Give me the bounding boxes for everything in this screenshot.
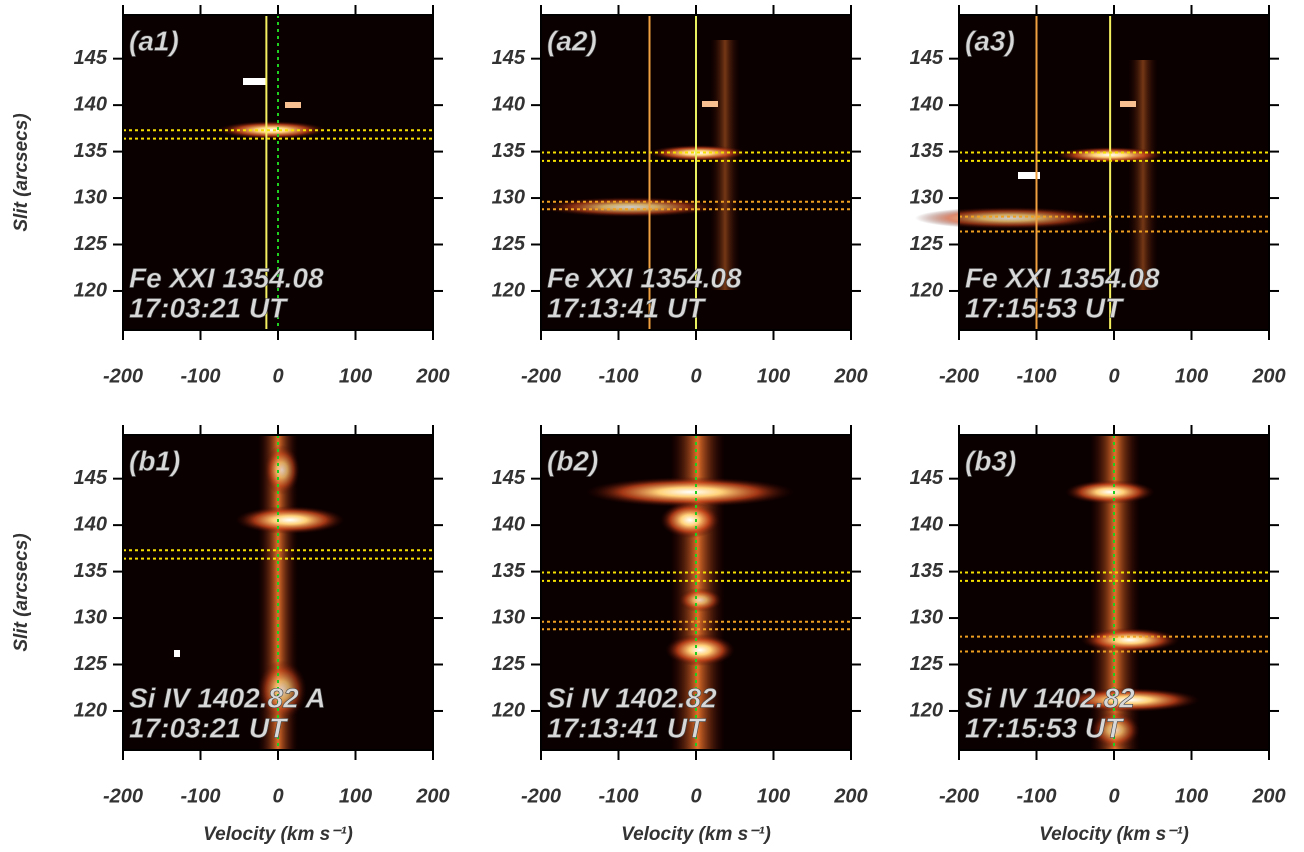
panel-label: (b2) [547,445,598,476]
x-tick-label: 200 [415,785,449,807]
x-tick-label: -200 [103,365,143,387]
y-tick-label: 125 [74,653,108,675]
x-tick-label: -200 [939,785,979,807]
y-tick-label: 130 [910,186,943,208]
x-tick-label: -100 [180,365,220,387]
y-tick-label: 135 [910,140,944,162]
x-tick-label: -200 [103,785,143,807]
y-tick-label: 135 [492,140,526,162]
y-tick-label: 140 [910,93,943,115]
y-tick-label: 120 [74,279,107,301]
x-tick-label: -100 [1016,365,1056,387]
line-label: Si IV 1402.82 [547,682,717,713]
time-label: 17:15:53 UT [965,712,1125,743]
y-tick-label: 130 [74,186,107,208]
y-tick-label: 135 [74,140,108,162]
y-tick-label: 145 [910,47,944,69]
y-tick-label: 125 [492,233,526,255]
x-tick-label: -200 [939,365,979,387]
y-tick-label: 120 [492,279,525,301]
x-tick-label: 100 [1175,785,1208,807]
y-tick-label: 120 [74,699,107,721]
y-tick-label: 140 [492,513,525,535]
y-tick-label: 120 [910,699,943,721]
x-tick-label: -100 [180,785,220,807]
panel-label: (b1) [129,445,180,476]
y-tick-label: 130 [910,606,943,628]
y-tick-label: 145 [74,47,108,69]
x-tick-label: 0 [1108,785,1119,807]
line-label: Si IV 1402.82 [965,682,1135,713]
overlays: -200 -100 0 100 200 120 125 130 135 140 145 (a1) Fe … [11,5,1286,845]
x-tick-label: 200 [833,785,867,807]
y-tick-label: 135 [910,560,944,582]
y-axis-label: Slit (arcsecs) [11,533,32,651]
y-tick-label: 125 [910,653,944,675]
y-tick-label: 130 [492,606,525,628]
x-tick-label: 100 [757,785,790,807]
x-tick-label: 0 [272,785,283,807]
line-label: Si IV 1402.82 A [129,682,326,713]
y-tick-label: 125 [74,233,108,255]
x-axis-label: Velocity (km s⁻¹) [203,824,353,845]
x-tick-label: 100 [1175,365,1208,387]
line-label: Fe XXI 1354.08 [547,262,742,293]
y-tick-label: 130 [492,186,525,208]
x-tick-label: 100 [757,365,790,387]
x-tick-label: 0 [1108,365,1119,387]
time-label: 17:15:53 UT [965,292,1125,323]
x-tick-label: 200 [415,365,449,387]
y-tick-label: 125 [910,233,944,255]
panel-label: (a2) [547,25,597,56]
x-tick-label: -200 [521,365,561,387]
x-tick-label: -100 [1016,785,1056,807]
time-label: 17:13:41 UT [547,292,707,323]
y-tick-label: 140 [492,93,525,115]
y-tick-label: 130 [74,606,107,628]
x-tick-label: 0 [690,365,701,387]
panel-label: (a1) [129,25,179,56]
time-label: 17:13:41 UT [547,712,707,743]
y-tick-label: 145 [492,47,526,69]
x-tick-label: 0 [690,785,701,807]
y-tick-label: 145 [492,467,526,489]
y-axis-label: Slit (arcsecs) [11,113,32,231]
x-tick-label: 200 [1251,365,1285,387]
y-tick-label: 135 [492,560,526,582]
x-tick-label: 0 [272,365,283,387]
x-tick-label: 100 [339,785,372,807]
y-tick-label: 120 [910,279,943,301]
x-tick-label: -100 [598,365,638,387]
y-tick-label: 125 [492,653,526,675]
y-tick-label: 135 [74,560,108,582]
y-tick-label: 140 [74,513,107,535]
panel-background [959,15,1269,330]
x-tick-label: 200 [833,365,867,387]
x-tick-label: -200 [521,785,561,807]
x-axis-label: Velocity (km s⁻¹) [1039,824,1189,845]
x-tick-label: -100 [598,785,638,807]
y-tick-label: 145 [910,467,944,489]
y-tick-label: 145 [74,467,108,489]
y-tick-label: 140 [74,93,107,115]
x-axis-label: Velocity (km s⁻¹) [621,824,771,845]
panel-label: (b3) [965,445,1016,476]
y-tick-label: 120 [492,699,525,721]
line-label: Fe XXI 1354.08 [965,262,1160,293]
x-tick-label: 100 [339,365,372,387]
line-label: Fe XXI 1354.08 [129,262,324,293]
time-label: 17:03:21 UT [129,712,289,743]
x-tick-label: 200 [1251,785,1285,807]
panel-background [123,15,433,330]
panel-label: (a3) [965,25,1015,56]
time-label: 17:03:21 UT [129,292,289,323]
y-tick-label: 140 [910,513,943,535]
